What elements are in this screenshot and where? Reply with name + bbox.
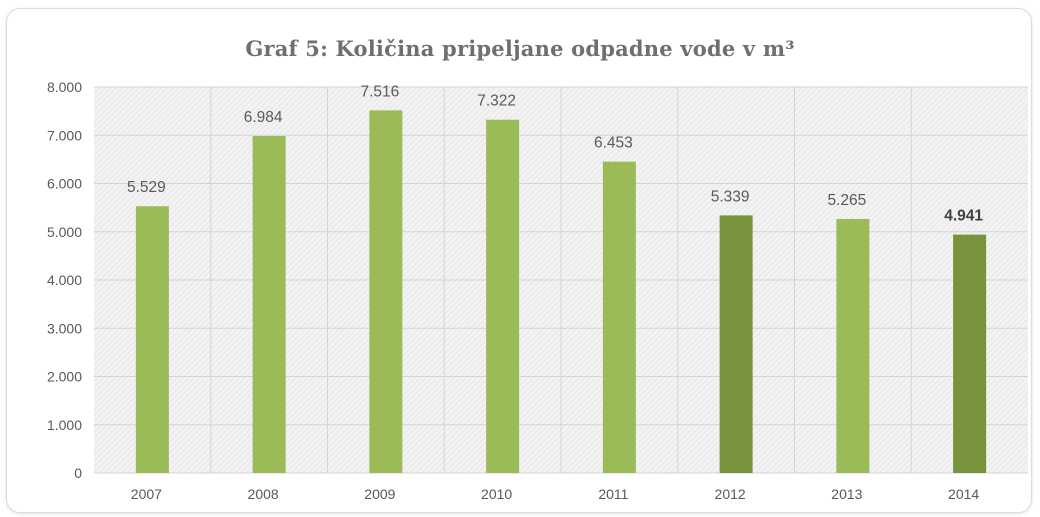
bar-2013 (836, 218, 870, 473)
y-axis-ticks: 0 1.000 2.000 3.000 4.000 5.000 6.000 7.000 8.00… (47, 79, 82, 481)
bar-2011 (602, 161, 636, 473)
data-label-2014: 4.941 (944, 208, 983, 225)
x-tick-label: 2013 (831, 486, 862, 502)
x-tick-label: 2011 (598, 486, 628, 502)
y-tick-label: 4.000 (47, 272, 82, 288)
y-tick-label: 8.000 (47, 79, 82, 95)
y-tick-label: 0 (74, 465, 82, 481)
x-tick-label: 2012 (715, 486, 746, 502)
y-tick-label: 2.000 (47, 369, 82, 385)
chart-title: Graf 5: Količina pripeljane odpadne vode… (245, 36, 795, 61)
y-tick-label: 5.000 (47, 224, 82, 240)
y-tick-label: 3.000 (47, 320, 82, 336)
gridlines (94, 86, 1028, 474)
x-tick-label: 2009 (364, 486, 395, 502)
y-tick-label: 7.000 (47, 127, 82, 143)
bar-2010 (486, 119, 520, 473)
bar-2012 (719, 215, 753, 473)
data-label-2008: 6.984 (244, 109, 283, 126)
y-tick-label: 6.000 (47, 176, 82, 192)
bars (135, 110, 987, 473)
x-tick-label: 2014 (948, 486, 979, 502)
x-tick-label: 2008 (248, 486, 279, 502)
data-label-2012: 5.339 (711, 188, 750, 205)
x-tick-label: 2010 (481, 486, 512, 502)
bar-2008 (252, 136, 286, 473)
bar-2009 (369, 110, 403, 473)
data-label-2013: 5.265 (827, 192, 866, 209)
x-axis-ticks: 2007 2008 2009 2010 2011 2012 2013 2014 (131, 486, 980, 502)
y-tick-label: 1.000 (47, 417, 82, 433)
data-labels: 5.529 6.984 7.516 7.322 6.453 5.339 5.265 4.941 (127, 83, 983, 224)
data-label-2011: 6.453 (594, 135, 633, 152)
data-label-2009: 7.516 (360, 83, 399, 100)
data-label-2007: 5.529 (127, 179, 166, 196)
bar-2007 (135, 206, 169, 473)
bar-2014 (953, 234, 987, 473)
data-label-2010: 7.322 (477, 93, 516, 110)
x-tick-label: 2007 (131, 486, 162, 502)
